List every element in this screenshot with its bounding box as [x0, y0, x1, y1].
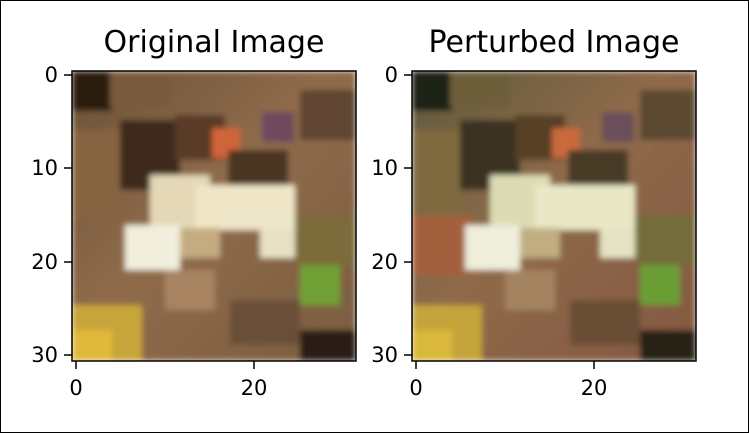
- y-tick-label: 20: [371, 250, 398, 274]
- y-tick-label: 10: [31, 156, 58, 180]
- y-axis: 0 10 20 30: [31, 63, 72, 367]
- x-tick-label: 20: [581, 376, 608, 400]
- frog-photo-perturbed-image: [412, 71, 696, 361]
- x-tick-label: 0: [69, 376, 82, 400]
- y-tick-label: 0: [385, 63, 398, 87]
- x-tick-label: 20: [241, 376, 268, 400]
- x-tick-label: 0: [409, 376, 422, 400]
- axes-frame: [411, 70, 697, 362]
- panel-perturbed: Perturbed Image: [371, 25, 697, 400]
- y-tick-label: 30: [371, 343, 398, 367]
- y-tick-label: 10: [371, 156, 398, 180]
- panel-title: Perturbed Image: [429, 25, 680, 60]
- x-axis: 0 20: [69, 361, 267, 400]
- x-axis: 0 20: [409, 361, 607, 400]
- y-tick-label: 20: [31, 250, 58, 274]
- y-tick-label: 30: [31, 343, 58, 367]
- y-axis: 0 10 20 30: [371, 63, 412, 367]
- frog-photo-image: [72, 71, 356, 361]
- panel-original: Original Image: [31, 25, 357, 400]
- panel-title: Original Image: [104, 25, 325, 60]
- y-tick-label: 0: [45, 63, 58, 87]
- axes-frame: [71, 70, 357, 362]
